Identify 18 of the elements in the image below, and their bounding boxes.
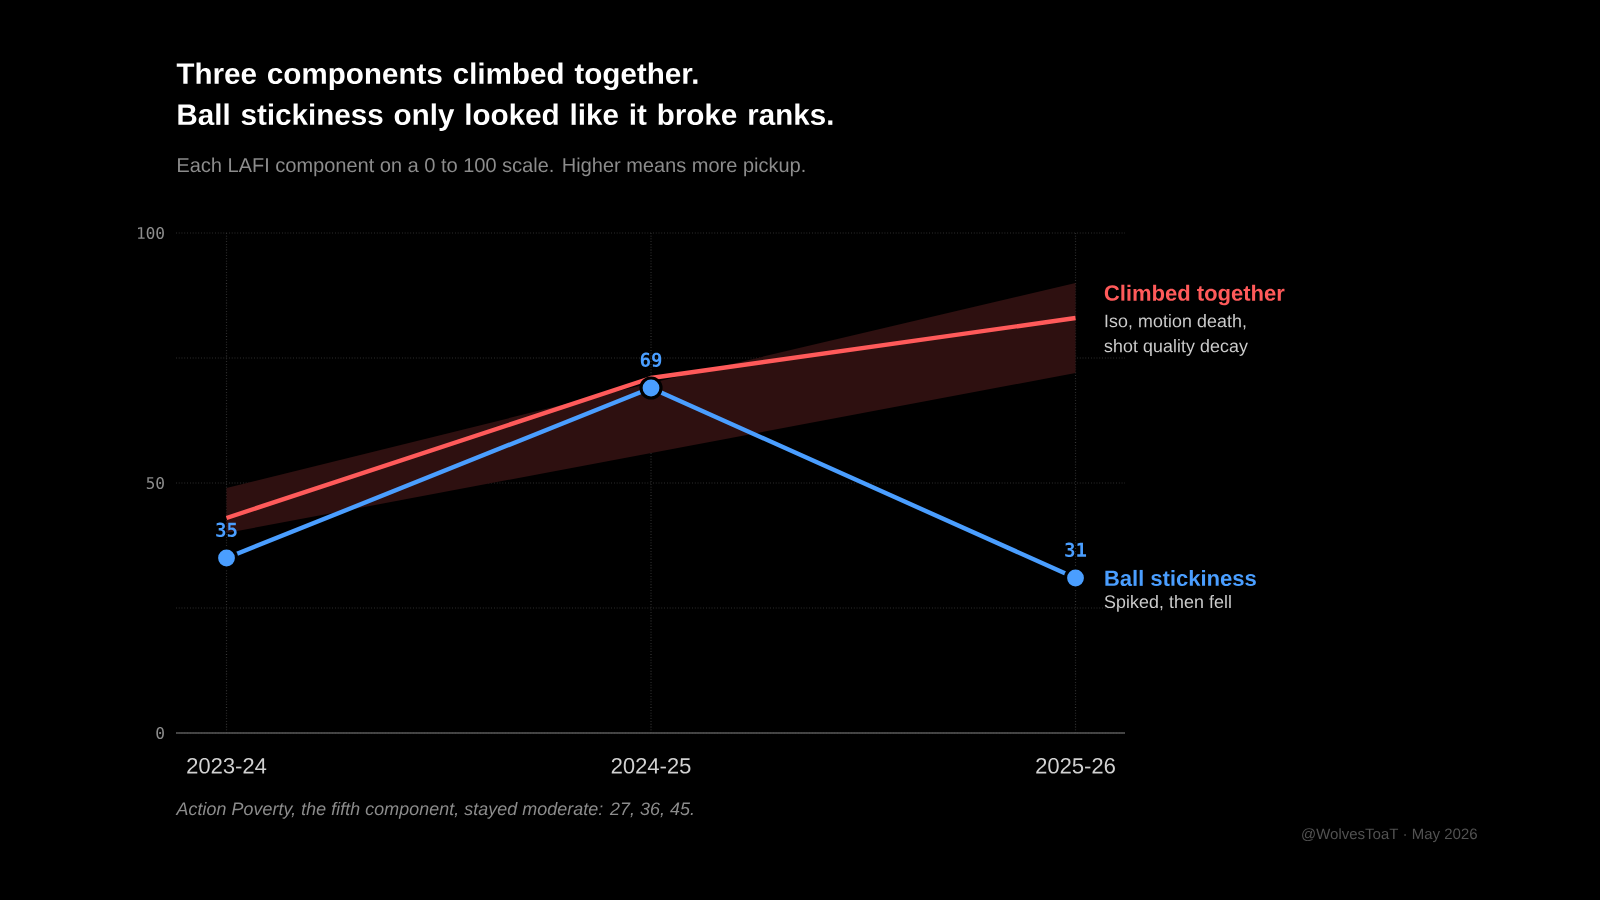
series-label: Ball stickiness: [1105, 569, 1256, 587]
data-label: 31: [1065, 542, 1087, 557]
y-tick-label: 0: [156, 726, 164, 740]
annotation: Spiked, then fell: [1104, 594, 1231, 612]
chart-subtitle: Each LAFI component on a 0 to 100 scale. Higher means more pickup.: [178, 157, 805, 177]
chart-title: Three components climbed together. Ball stickiness only looked like it broke ranks.: [176, 62, 833, 131]
text: @WolvesToaT · May 2026: [1302, 828, 1477, 843]
y-tick-label: 50: [146, 476, 164, 490]
y-tick-label: 100: [138, 226, 164, 240]
data-label: 35: [216, 522, 237, 537]
x-tick-label: 2025-26: [1036, 758, 1115, 774]
point: [639, 376, 663, 400]
data-label: 69: [640, 352, 662, 367]
x-tick-label: 2024-25: [611, 758, 691, 774]
text: Action Poverty, the fifth component, stayed moderate: 27, 36, 45.: [175, 801, 693, 819]
x-tick-label: 2023-24: [187, 758, 267, 774]
series-label: Climbed together: [1104, 284, 1285, 306]
annotation: Iso, motion death, shot quality decay: [1104, 314, 1248, 356]
